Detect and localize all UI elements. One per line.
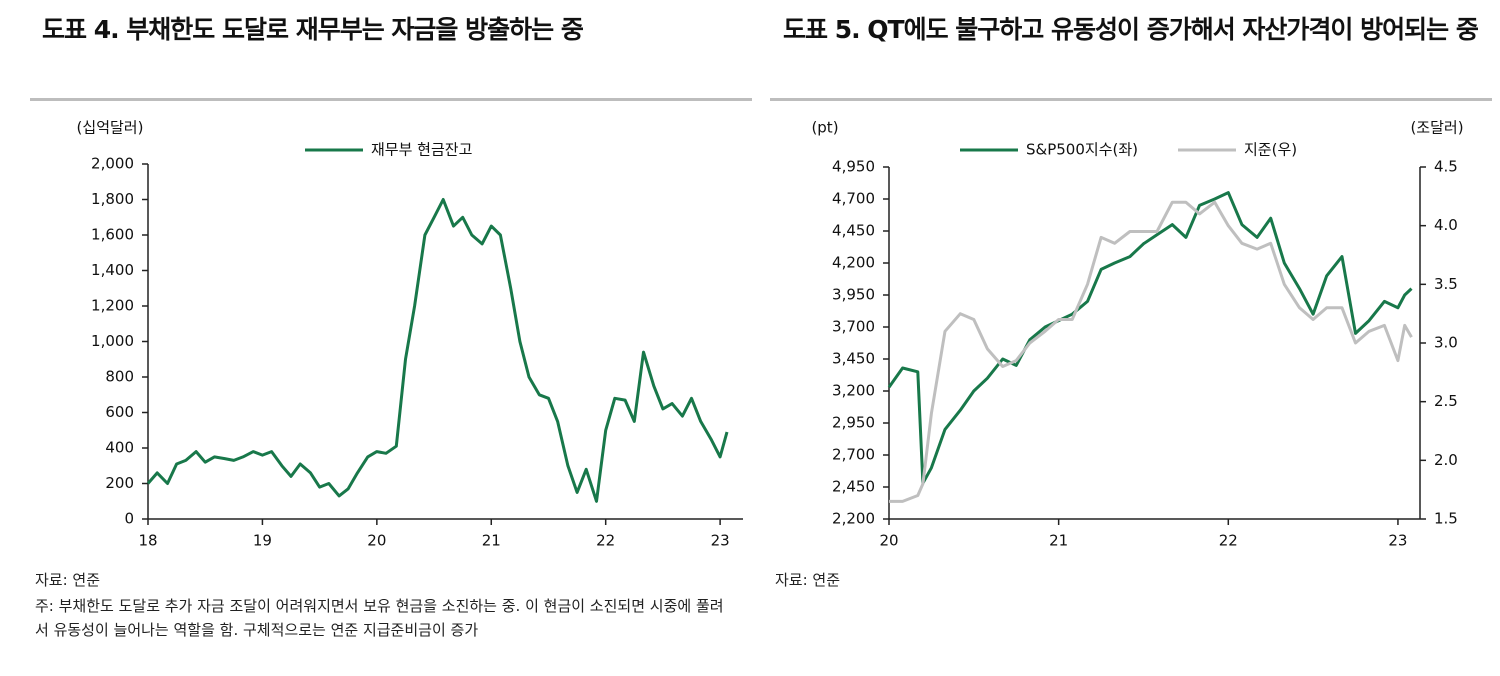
y-tick-label: 4,700: [832, 190, 875, 208]
x-tick-label: 19: [253, 532, 272, 550]
y-tick-label: 2,950: [832, 414, 875, 432]
x-tick-label: 22: [1219, 532, 1238, 550]
chart-title: 도표 5. QT에도 불구하고 유동성이 증가해서 자산가격이 방어되는 중: [783, 15, 1479, 44]
y-tick-label: 3,200: [832, 382, 875, 400]
y-tick-label: 3,950: [832, 286, 875, 304]
y2-tick-label: 3.5: [1434, 275, 1458, 293]
y-tick-label: 3,700: [832, 318, 875, 336]
y-axis-label: (십억달러): [77, 119, 144, 137]
x-tick-label: 23: [1388, 532, 1407, 550]
x-tick-label: 21: [482, 532, 501, 550]
y-tick-label: 4,950: [832, 158, 875, 176]
y2-tick-label: 1.5: [1434, 510, 1458, 528]
divider: [30, 98, 752, 101]
y-tick-label: 2,200: [832, 510, 875, 528]
legend-label: S&P500지수(좌): [1026, 141, 1138, 159]
x-tick-label: 21: [1049, 532, 1068, 550]
y2-tick-label: 4.0: [1434, 216, 1458, 234]
x-tick-label: 20: [879, 532, 898, 550]
legend-label: 재무부 현금잔고: [371, 141, 472, 159]
y-tick-label: 0: [124, 510, 134, 528]
y-tick-label: 4,200: [832, 254, 875, 272]
y-tick-label: 3,450: [832, 350, 875, 368]
source: 자료: 연준: [35, 571, 101, 589]
y-tick-label: 1,800: [91, 190, 134, 208]
y-tick-label: 1,600: [91, 226, 134, 244]
y-tick-label: 600: [105, 403, 134, 421]
y2-tick-label: 2.5: [1434, 392, 1458, 410]
y-tick-label: 2,000: [91, 155, 134, 173]
y-tick-label: 800: [105, 368, 134, 386]
y2-axis-label: (조달러): [1410, 119, 1463, 137]
y-axis-label: (pt): [811, 119, 838, 137]
y-tick-label: 400: [105, 439, 134, 457]
y2-tick-label: 2.0: [1434, 451, 1458, 469]
y-tick-label: 200: [105, 474, 134, 492]
series-line: [889, 200, 1413, 503]
y2-tick-label: 3.0: [1434, 334, 1458, 352]
source: 자료: 연준: [775, 571, 841, 589]
legend-label: 지준(우): [1244, 141, 1297, 159]
chart-title: 도표 4. 부채한도 도달로 재무부는 자금을 방출하는 중: [42, 15, 584, 44]
x-tick-label: 22: [596, 532, 615, 550]
divider: [770, 98, 1492, 101]
note: 주: 부채한도 도달로 추가 자금 조달이 어려워지면서 보유 현금을 소진하는…: [35, 597, 724, 639]
y-tick-label: 2,700: [832, 446, 875, 464]
x-tick-label: 18: [138, 532, 157, 550]
x-tick-label: 23: [711, 532, 730, 550]
y-tick-label: 1,200: [91, 297, 134, 315]
y-tick-label: 2,450: [832, 478, 875, 496]
x-tick-label: 20: [367, 532, 386, 550]
series-line: [887, 191, 1413, 485]
y2-tick-label: 4.5: [1434, 158, 1458, 176]
y-tick-label: 1,000: [91, 332, 134, 350]
y-tick-label: 4,450: [832, 222, 875, 240]
y-tick-label: 1,400: [91, 261, 134, 279]
series-line: [146, 198, 729, 503]
